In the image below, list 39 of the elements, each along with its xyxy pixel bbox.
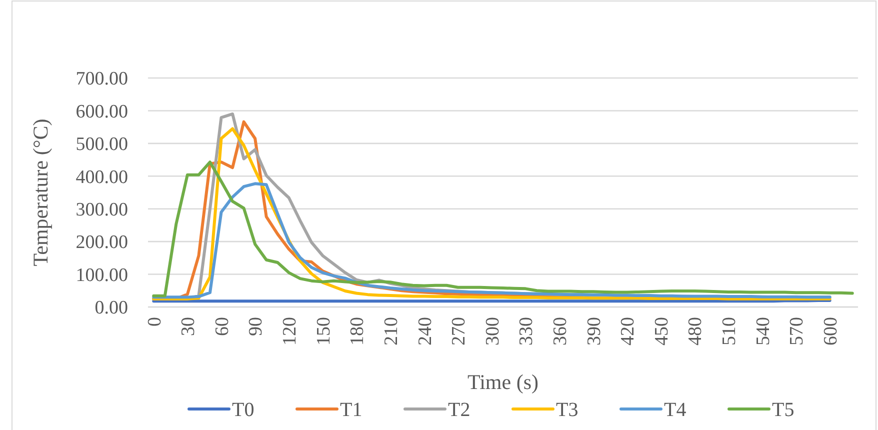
y-tick-label: 500.00 [76,134,128,156]
x-tick-label: 210 [380,317,402,346]
x-tick-label: 300 [482,317,504,346]
legend-label: T5 [772,399,794,421]
line-series [152,182,832,299]
y-axis-title: Temperature (°C) [28,118,52,266]
x-tick-label: 480 [685,317,706,346]
line-series [152,160,854,298]
x-tick-label: 120 [280,317,301,346]
x-tick-label: 420 [618,317,639,346]
x-tick-label: 30 [178,317,200,336]
y-tick-label: 0.00 [94,298,128,319]
x-tick-label: 60 [212,317,233,336]
x-tick-label: 150 [313,317,334,346]
x-tick-label: 270 [448,317,470,346]
x-tick-label: 540 [752,317,774,346]
x-tick-label: 0 [144,317,166,326]
x-tick-label: 450 [651,317,672,346]
x-tick-label: 360 [550,317,571,346]
y-tick-label: 600.00 [76,101,128,122]
x-axis-title: Time (s) [468,370,538,394]
y-tick-label: 300.00 [76,200,128,221]
x-tick-label: 510 [719,317,740,346]
x-tick-label: 570 [786,317,808,346]
legend-label: T3 [556,399,578,421]
y-tick-label: 400.00 [76,166,128,188]
y-tick-label: 100.00 [76,264,128,286]
x-tick-label: 90 [246,317,267,336]
x-tick-label: 600 [820,317,842,346]
x-tick-label: 180 [347,317,368,346]
y-tick-label: 700.00 [76,68,128,90]
y-tick-label: 200.00 [76,232,128,254]
x-tick-label: 240 [414,317,436,346]
legend-label: T1 [340,399,362,421]
legend-label: T2 [448,399,470,421]
x-tick-label: 330 [516,317,538,346]
legend-label: T4 [664,399,686,421]
legend-label: T0 [232,399,254,421]
x-tick-label: 390 [584,317,605,346]
